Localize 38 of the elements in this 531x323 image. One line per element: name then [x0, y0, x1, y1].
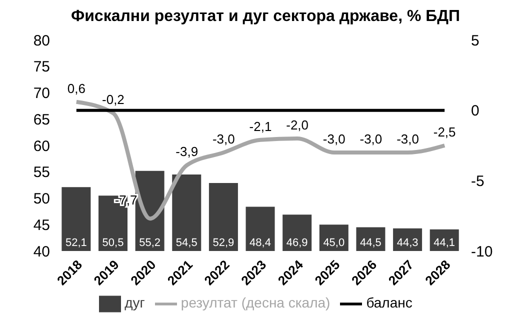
data-label: 44,1 [434, 237, 456, 249]
y-tick-label: 50 [33, 190, 50, 208]
data-label: -3,0 [212, 132, 235, 147]
data-label: -3,0 [322, 132, 346, 147]
y-tick-label: 75 [33, 58, 50, 76]
y-tick-label: 45 [33, 216, 50, 234]
data-label: -2,1 [249, 118, 272, 134]
data-label: -3,0 [360, 132, 382, 147]
y2-tick-label: -5 [471, 172, 484, 190]
legend-label: резултат (десна скала) [180, 294, 330, 311]
data-label: 50,5 [102, 237, 124, 249]
data-label: 45,0 [323, 237, 345, 249]
y2-tick-label: 0 [471, 102, 480, 120]
y2-tick-label: -10 [471, 243, 493, 260]
data-label: 55,2 [139, 237, 161, 249]
data-label: 0,6 [67, 80, 86, 96]
data-label: 52,1 [65, 237, 87, 249]
y-tick-label: 40 [33, 243, 50, 260]
legend-label: дуг [124, 294, 145, 311]
chart-title: Фискални резултат и дуг сектора државе, % БДП [70, 8, 462, 27]
y-tick-label: 70 [33, 85, 50, 102]
legend-label: баланс [366, 294, 412, 311]
data-label: -3,0 [396, 132, 419, 147]
y-tick-label: 55 [33, 164, 50, 182]
data-label: -2,0 [286, 117, 309, 132]
y-tick-label: 80 [33, 32, 50, 50]
data-label: 52,9 [212, 237, 234, 249]
y2-tick-label: 5 [471, 32, 480, 50]
data-label: 48,4 [250, 237, 271, 249]
data-label: 44,5 [360, 237, 382, 249]
data-label: -2,5 [433, 124, 456, 140]
data-label: -3,9 [176, 144, 198, 160]
data-label: -0,2 [102, 92, 124, 108]
y-tick-label: 60 [33, 138, 50, 155]
data-label: 44,3 [396, 237, 418, 249]
data-label: 46,9 [286, 237, 308, 249]
data-label: 54,5 [176, 237, 198, 249]
y-tick-label: 65 [33, 111, 50, 128]
